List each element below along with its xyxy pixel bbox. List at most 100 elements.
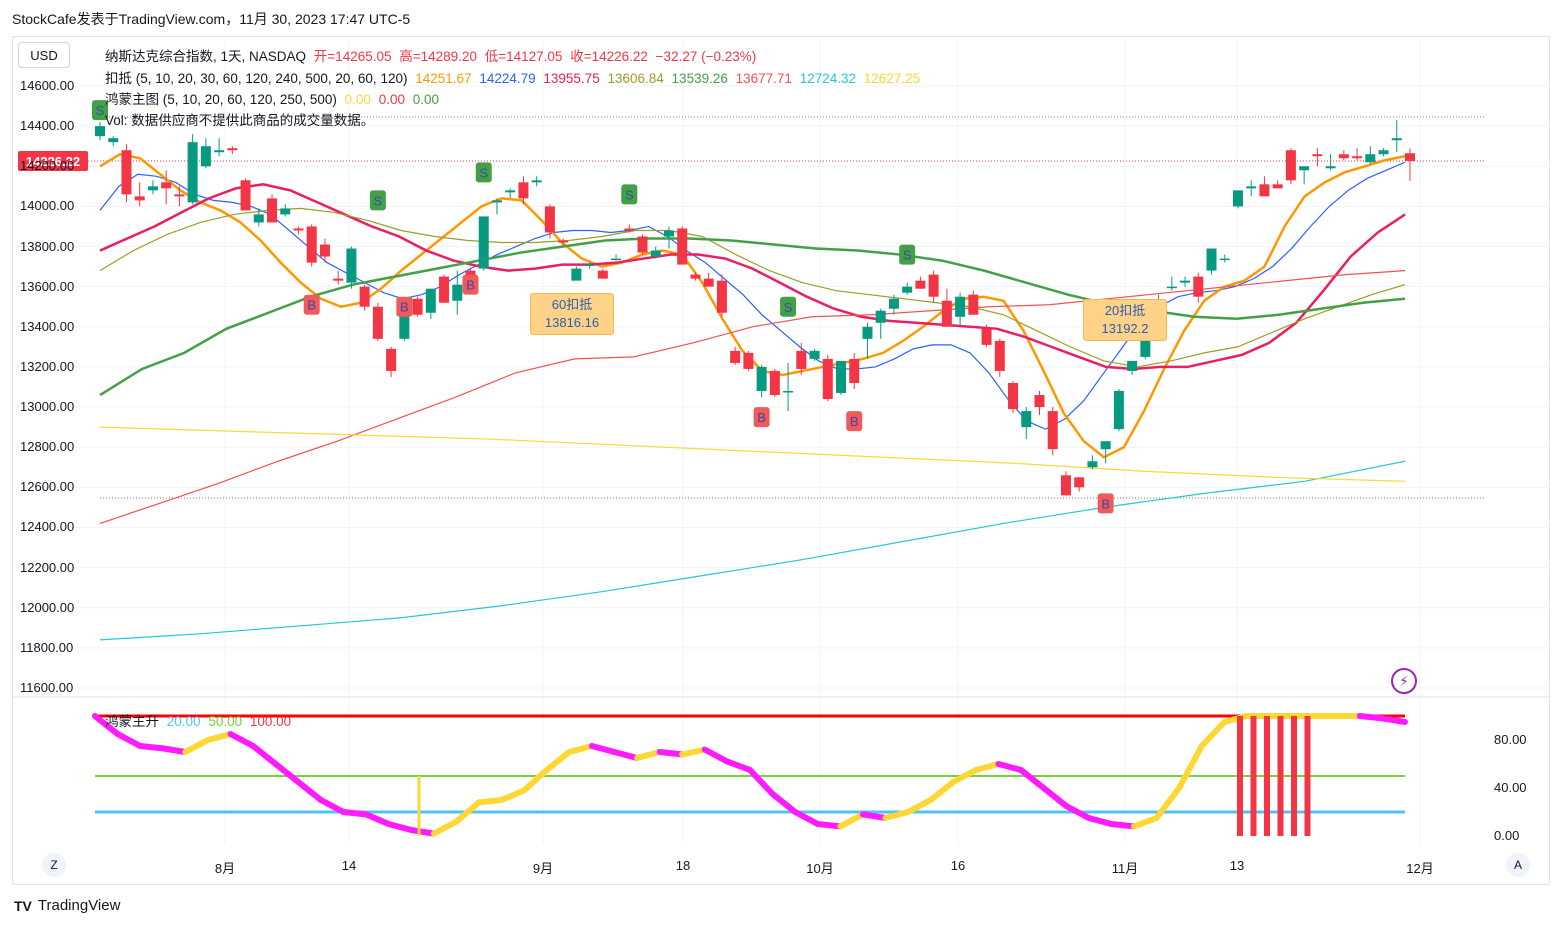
- candle-body: [359, 286, 370, 307]
- x-tick-label: 16: [950, 858, 966, 873]
- oscillator-segment: [1176, 743, 1205, 791]
- oscillator-segment: [1198, 719, 1228, 749]
- footer-brand[interactable]: TV TradingView: [14, 897, 120, 914]
- y-tick-label: 11600.00: [20, 680, 74, 695]
- x-tick-label: 12月: [1406, 861, 1434, 876]
- legend-close: 收=14226.22: [570, 49, 648, 64]
- last-price-tag: 14226.22: [18, 151, 88, 171]
- oscillator-segment: [837, 811, 866, 830]
- sell-signal-label: S: [784, 300, 793, 315]
- legend-line-vol[interactable]: Vol: 数据供应商不提供此商品的成交量数据。: [105, 109, 378, 129]
- oscillator-segment: [1130, 815, 1160, 830]
- oscillator-segment: [227, 731, 257, 749]
- candle-body: [491, 200, 502, 203]
- candle-body: [333, 278, 344, 281]
- candle-body: [1008, 382, 1019, 410]
- oscillator-segment: [634, 749, 663, 761]
- oscillator-segment: [1018, 767, 1047, 791]
- y-tick-label: 12200.00: [20, 559, 75, 575]
- legend-open: 开=14265.05: [313, 49, 392, 64]
- y-tick-label: 14200.00: [20, 158, 75, 174]
- candle-body: [1074, 477, 1085, 488]
- candle-body: [1338, 154, 1349, 159]
- y-tick-label: 13800.00: [20, 238, 75, 254]
- oscillator-segment: [317, 797, 347, 815]
- y-tick-label: 11800.00: [20, 639, 74, 655]
- candle-body: [531, 180, 542, 183]
- candle-body: [994, 340, 1005, 371]
- callout-60: 60扣抵 13816.16: [530, 293, 614, 335]
- oscillator-segment: [543, 749, 573, 773]
- buy-signal-marker: [303, 294, 320, 315]
- x-tick-label: 10月: [806, 861, 834, 876]
- candle-body: [1193, 276, 1204, 297]
- candle-body: [743, 352, 754, 369]
- zoom-left-button[interactable]: Z: [42, 853, 66, 877]
- oscillator-segment: [792, 809, 821, 827]
- sub-y-tick-label: 80.00: [1494, 732, 1527, 747]
- currency-button[interactable]: USD: [18, 42, 70, 68]
- candle-body: [1232, 190, 1243, 207]
- sell-signal-label: S: [96, 103, 105, 118]
- legend-sub-v1: 20.00: [166, 714, 201, 729]
- candle-body: [1299, 166, 1310, 171]
- chart-frame: [12, 36, 1550, 885]
- candle-body: [200, 146, 211, 167]
- candle-body: [1034, 395, 1045, 408]
- oscillator-segment: [1379, 715, 1408, 725]
- candle-body: [1378, 150, 1389, 155]
- candle-body: [663, 230, 674, 237]
- candle-body: [425, 288, 436, 313]
- oscillator-segment: [1085, 815, 1115, 827]
- oscillator-segment: [588, 743, 618, 755]
- buy-signal-marker: [396, 296, 413, 317]
- candle-body: [147, 186, 158, 191]
- candle-body: [293, 228, 304, 231]
- sell-signal-marker: [475, 162, 492, 183]
- oscillator-segment: [204, 731, 234, 743]
- x-tick-label: 11月: [1111, 861, 1139, 876]
- candle-body: [571, 268, 582, 281]
- legend-line-hm[interactable]: 鸿蒙主图 (5, 10, 20, 60, 120, 250, 500) 0.00…: [105, 88, 443, 108]
- ma-line-0: [99, 161, 1406, 430]
- oscillator-segment: [950, 767, 979, 785]
- oscillator-segment: [137, 743, 166, 752]
- legend-sub[interactable]: 鸿蒙主升 20.00 50.00 100.00: [105, 710, 295, 730]
- candle-body: [214, 150, 225, 153]
- candle-body: [1127, 360, 1138, 371]
- sell-signal-marker: [780, 296, 797, 317]
- oscillator-segment: [814, 821, 844, 830]
- oscillator-segment: [769, 791, 799, 815]
- x-tick-label: 8月: [214, 861, 236, 876]
- oscillator-segment: [475, 797, 505, 806]
- candle-body: [915, 280, 926, 289]
- ma-line-5: [99, 270, 1406, 525]
- y-tick-label: 14600.00: [20, 78, 75, 93]
- oscillator-segment: [453, 799, 482, 825]
- oscillator-segment: [747, 767, 776, 797]
- candle-body: [730, 350, 741, 363]
- legend-line-kd[interactable]: 扣抵 (5, 10, 20, 30, 60, 120, 240, 500, 20…: [105, 67, 924, 87]
- oscillator-segment: [521, 767, 550, 794]
- lightning-icon[interactable]: ⚡: [1391, 668, 1417, 694]
- legend-line-main[interactable]: 纳斯达克综合指数, 1天, NASDAQ 开=14265.05 高=14289.…: [105, 45, 760, 65]
- oscillator-segment: [1063, 803, 1092, 821]
- legend-change: −32.27 (−0.23%): [655, 49, 757, 64]
- oscillator-segment: [92, 713, 121, 737]
- legend-hm-name: 鸿蒙主图 (5, 10, 20, 60, 120, 250, 500): [105, 92, 337, 107]
- candle-body: [372, 306, 383, 339]
- candle-body: [1365, 154, 1376, 163]
- candle-body: [968, 294, 979, 315]
- candle-body: [280, 208, 291, 215]
- candle-body: [306, 226, 317, 263]
- legend-kd-v7: 12724.32: [799, 71, 857, 86]
- candle-body: [558, 240, 569, 243]
- callout-20-value: 13192.2: [1101, 321, 1149, 336]
- callout-20: 20扣抵 13192.2: [1083, 299, 1167, 341]
- auto-scale-button[interactable]: A: [1506, 853, 1530, 877]
- buy-signal-marker: [753, 407, 770, 428]
- oscillator-segment: [566, 743, 595, 755]
- candle-body: [544, 206, 555, 233]
- y-tick-label: 14400.00: [20, 118, 75, 134]
